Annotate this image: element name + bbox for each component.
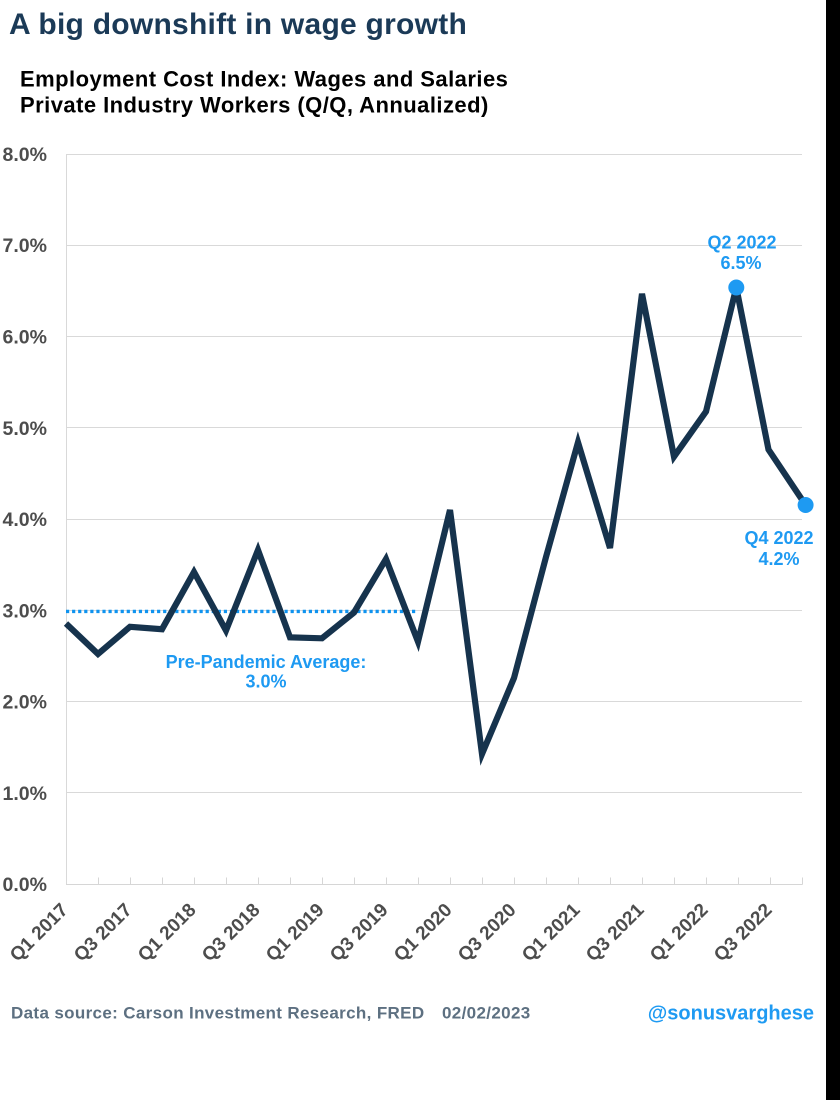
svg-text:A big downshift in wage growth: A big downshift in wage growth bbox=[9, 8, 467, 41]
svg-text:Q2 2022: Q2 2022 bbox=[707, 232, 776, 252]
svg-text:4.2%: 4.2% bbox=[758, 549, 799, 569]
svg-text:3.0%: 3.0% bbox=[3, 600, 47, 622]
svg-text:0.0%: 0.0% bbox=[3, 874, 47, 896]
svg-text:02/02/2023: 02/02/2023 bbox=[442, 1003, 531, 1022]
svg-text:7.0%: 7.0% bbox=[3, 235, 47, 257]
svg-text:4.0%: 4.0% bbox=[3, 509, 47, 531]
svg-text:8.0%: 8.0% bbox=[3, 144, 47, 166]
svg-text:5.0%: 5.0% bbox=[3, 418, 47, 440]
svg-text:1.0%: 1.0% bbox=[3, 783, 47, 805]
svg-text:Q4 2022: Q4 2022 bbox=[744, 528, 813, 548]
svg-text:Data source: Carson Investment: Data source: Carson Investment Research,… bbox=[11, 1003, 425, 1022]
svg-text:3.0%: 3.0% bbox=[245, 672, 286, 692]
svg-text:Employment Cost Index: Wages a: Employment Cost Index: Wages and Salarie… bbox=[20, 67, 508, 92]
svg-text:6.5%: 6.5% bbox=[720, 253, 761, 273]
svg-text:@sonusvarghese: @sonusvarghese bbox=[648, 1003, 814, 1025]
svg-text:Pre-Pandemic Average:: Pre-Pandemic Average: bbox=[166, 652, 367, 672]
svg-text:Private Industry Workers (Q/Q,: Private Industry Workers (Q/Q, Annualize… bbox=[20, 93, 489, 118]
svg-text:2.0%: 2.0% bbox=[3, 692, 47, 714]
svg-text:6.0%: 6.0% bbox=[3, 327, 47, 349]
